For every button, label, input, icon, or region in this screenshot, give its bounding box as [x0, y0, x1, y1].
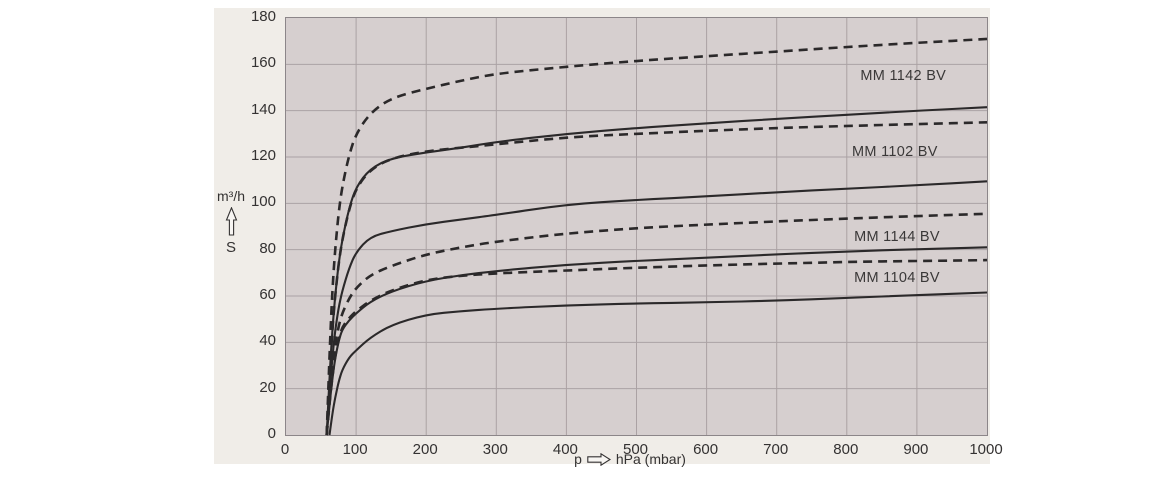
pumping-speed-chart — [286, 18, 988, 436]
y-tick-label-120: 120 — [250, 147, 276, 164]
y-tick-label-180: 180 — [250, 8, 276, 25]
plot-area — [285, 17, 988, 436]
x-axis-quantity: p — [574, 451, 582, 467]
x-axis-label: p hPa (mbar) — [540, 451, 720, 467]
x-tick-label-500: 500 — [622, 441, 649, 458]
y-tick-label-100: 100 — [250, 193, 276, 211]
y-tick-label-140: 140 — [250, 100, 276, 118]
curve-label-mm-1102-bv: MM 1102 BV — [851, 144, 938, 161]
curve-label-mm-1104-bv: MM 1104 BV — [854, 270, 940, 287]
curve-mm-1102-bv-solid — [325, 180, 988, 436]
right-arrow-icon — [587, 452, 611, 466]
up-arrow-icon — [225, 207, 237, 236]
curve-mm-1142-bv-dashed — [325, 37, 988, 436]
x-tick-label-700: 700 — [763, 441, 789, 458]
y-tick-label-40: 40 — [259, 332, 276, 350]
x-axis-unit: hPa (mbar) — [615, 451, 686, 467]
x-tick-label-1000: 1000 — [969, 441, 1003, 458]
x-tick-label-100: 100 — [342, 441, 368, 458]
curve-mm-1104-bv-dashed — [325, 258, 988, 436]
y-axis-unit: m³/h — [217, 188, 245, 204]
y-axis-symbol: S — [225, 239, 236, 256]
x-tick-label-300: 300 — [482, 441, 508, 458]
x-tick-label-800: 800 — [833, 441, 859, 458]
x-tick-label-600: 600 — [693, 441, 719, 458]
curve-label-mm-1144-bv: MM 1144 BV — [854, 229, 940, 246]
curve-mm-1102-bv-dashed — [325, 121, 988, 436]
x-tick-label-400: 400 — [552, 441, 578, 458]
y-tick-label-60: 60 — [259, 286, 276, 303]
y-tick-label-80: 80 — [259, 239, 276, 257]
y-tick-label-0: 0 — [267, 425, 276, 442]
y-tick-label-160: 160 — [250, 54, 276, 72]
curve-label-mm-1142-bv: MM 1142 BV — [860, 68, 947, 85]
x-tick-label-0: 0 — [280, 441, 290, 458]
y-tick-label-20: 20 — [259, 378, 276, 396]
curve-mm-1104-bv-solid — [328, 291, 988, 436]
x-tick-label-900: 900 — [903, 441, 929, 458]
y-axis-label: m³/h S — [208, 188, 254, 256]
x-tick-label-200: 200 — [412, 441, 438, 458]
curve-mm-1144-bv-dashed — [325, 212, 988, 436]
